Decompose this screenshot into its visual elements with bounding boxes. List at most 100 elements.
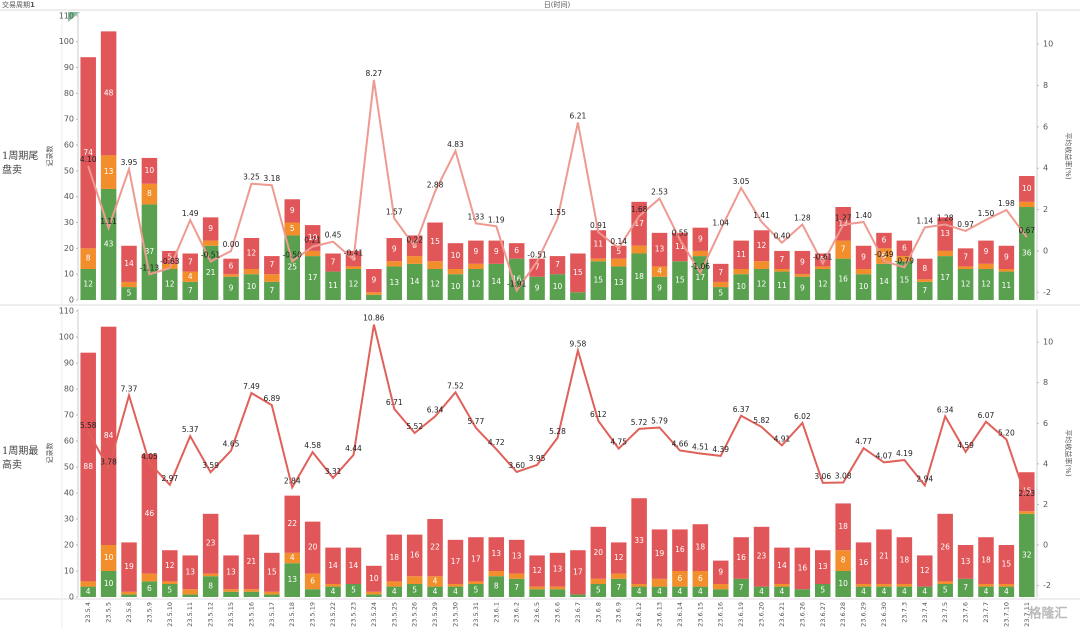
- bar-label: 10: [308, 233, 318, 242]
- bar-segment: [264, 552, 280, 592]
- line-label: 1.11: [100, 217, 117, 226]
- bar-segment: [427, 519, 443, 577]
- bar-segment: [529, 586, 545, 590]
- y2-title: 平均收益率(%): [1064, 132, 1073, 179]
- bar-label: 13: [614, 278, 624, 287]
- line-label: 4.59: [957, 441, 974, 450]
- bar-label: 12: [83, 280, 93, 289]
- line-label: 4.39: [712, 445, 729, 454]
- bar-label: 13: [104, 167, 114, 176]
- line-label: 7.37: [121, 384, 138, 393]
- bar-segment: [937, 256, 953, 300]
- bar-segment: [876, 263, 892, 300]
- bar-segment: [794, 276, 811, 300]
- line-label: 3.18: [263, 174, 280, 183]
- bar-segment: [406, 263, 423, 300]
- bar-segment: [651, 276, 668, 300]
- bar-segment: [468, 581, 484, 585]
- y-tick-label: 110: [59, 307, 74, 316]
- bar-segment: [549, 256, 566, 275]
- bar-segment: [794, 250, 811, 275]
- line-label: 4.44: [345, 444, 362, 453]
- watermark: 格隆汇: [1028, 606, 1067, 622]
- bar-segment: [100, 545, 117, 572]
- bar-label: 12: [818, 280, 828, 289]
- bar-segment: [896, 537, 913, 585]
- bar-segment: [121, 245, 137, 282]
- bar-segment: [182, 281, 198, 300]
- bar-segment: [447, 584, 464, 587]
- bar-segment: [937, 584, 953, 597]
- bar-segment: [243, 591, 260, 597]
- bar-segment: [998, 269, 1015, 272]
- line-label: 6.12: [590, 410, 607, 419]
- line-label: 10.86: [363, 314, 385, 323]
- bar-label: 10: [247, 282, 257, 291]
- bar-segment: [855, 584, 872, 587]
- bar-label: 4: [759, 587, 764, 596]
- bar-segment: [815, 269, 831, 300]
- bar-label: 13: [838, 219, 848, 228]
- bar-label: 6: [902, 243, 907, 252]
- x-tick-label: 23.7.4: [921, 602, 929, 623]
- bar-segment: [243, 238, 260, 270]
- x-tick-label: 23.6.8: [594, 602, 602, 623]
- y-tick-label: 90: [64, 359, 74, 368]
- bar-label: 10: [104, 553, 114, 562]
- x-tick-label: 23.7.3: [900, 602, 908, 623]
- bar-segment: [529, 589, 545, 597]
- line-label: 1.57: [386, 207, 403, 216]
- bar-segment: [182, 253, 198, 272]
- bar-label: 14: [328, 561, 338, 570]
- bar-segment: [468, 269, 484, 300]
- bar-label: 16: [736, 553, 746, 562]
- bar-segment: [1019, 207, 1035, 300]
- line-label: 4.19: [896, 449, 913, 458]
- bar-segment: [815, 266, 831, 270]
- bar-label: 32: [1022, 550, 1032, 559]
- line-label: 1.41: [753, 211, 770, 220]
- bar-segment: [223, 258, 239, 275]
- bar-label: 5: [596, 586, 601, 595]
- bar-label: 19: [124, 562, 134, 571]
- line-label: 0.22: [406, 235, 423, 244]
- line: [87, 79, 1028, 293]
- bar-label: 12: [981, 280, 991, 289]
- bar-segment: [182, 589, 198, 595]
- bar-label: 13: [389, 278, 399, 287]
- bar-segment: [264, 274, 280, 282]
- bar-segment: [121, 594, 137, 597]
- bar-label: 4: [188, 272, 193, 281]
- bar-segment: [549, 552, 566, 587]
- bar-label: 8: [147, 189, 152, 198]
- bar-segment: [141, 204, 158, 300]
- bar-segment: [508, 578, 525, 597]
- y-tick-label: 100: [59, 37, 74, 46]
- bar-label: 5: [127, 289, 132, 298]
- period-value: 1: [30, 1, 35, 9]
- bar-label: 7: [963, 583, 968, 592]
- line-label: 8.27: [366, 69, 383, 78]
- y-tick-label: 70: [64, 115, 74, 124]
- x-tick-label: 23.7.7: [982, 602, 990, 623]
- y-tick-label: 40: [64, 489, 74, 498]
- bar-label: 4: [331, 587, 336, 596]
- bar-segment: [794, 274, 811, 277]
- bar-label: 14: [349, 561, 359, 570]
- line-label: 1.19: [488, 215, 505, 224]
- bar-label: 17: [308, 273, 318, 282]
- line-label: 5.28: [549, 427, 566, 436]
- line-label: 1.28: [937, 213, 954, 222]
- line-label: -0.51: [527, 251, 547, 260]
- corner-marker: [68, 12, 80, 22]
- bar-segment: [855, 274, 872, 300]
- bar-label: 9: [861, 252, 866, 261]
- bar-label: 15: [573, 268, 583, 277]
- bar-label: 13: [287, 575, 297, 584]
- bar-label: 12: [165, 561, 175, 570]
- y-tick-label: 30: [64, 515, 74, 524]
- line-label: 5.79: [651, 417, 668, 426]
- bar-label: 17: [451, 557, 461, 566]
- bar-segment: [243, 269, 260, 275]
